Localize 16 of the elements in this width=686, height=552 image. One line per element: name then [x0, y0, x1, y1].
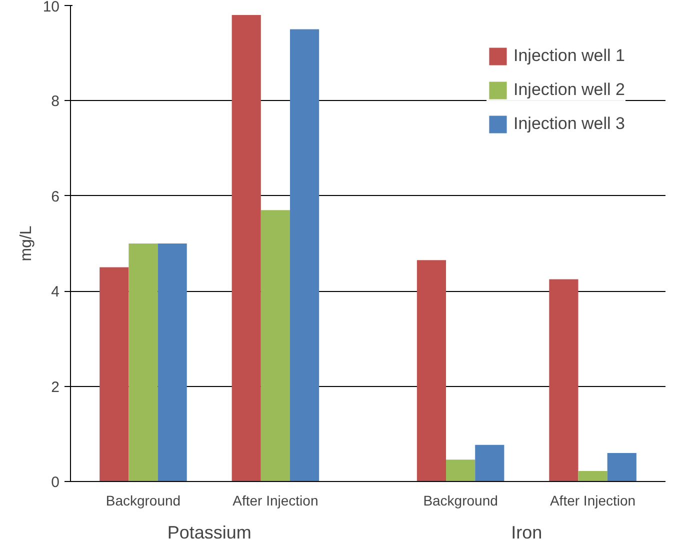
legend-label: Injection well 2: [513, 80, 625, 100]
x-tick-label: After Injection: [232, 492, 318, 508]
x-tick-label: After Injection: [550, 492, 636, 508]
y-tick-label: 10: [42, 0, 60, 16]
legend-label: Injection well 3: [513, 114, 625, 134]
y-tick-label: 2: [51, 378, 60, 396]
x-tick-label: Background: [106, 492, 181, 508]
legend-label: Injection well 1: [513, 46, 625, 66]
y-tick-label: 4: [51, 284, 60, 301]
y-tick-label: 6: [51, 188, 60, 206]
x-tick-label: Background: [423, 492, 498, 508]
y-axis-title: mg/L: [18, 226, 35, 262]
text: Potassium: [167, 522, 252, 542]
y-tick-label: 0: [51, 474, 60, 491]
y-tick-label: 8: [51, 93, 60, 110]
text: Iron: [511, 522, 542, 542]
